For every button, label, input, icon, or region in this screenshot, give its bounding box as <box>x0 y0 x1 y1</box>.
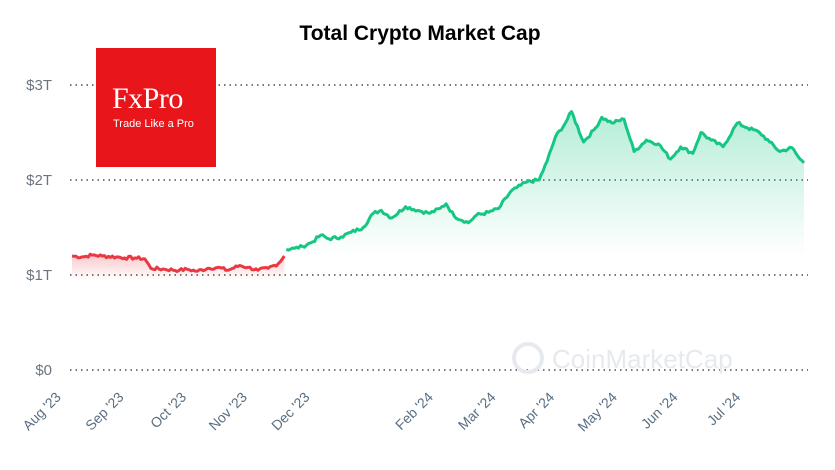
chart-title: Total Crypto Market Cap <box>299 22 541 45</box>
series-lines <box>71 110 806 273</box>
series-1-area <box>286 111 804 256</box>
grid <box>70 84 808 371</box>
coinmarketcap-logo-icon <box>512 342 544 374</box>
series-1-line <box>285 110 806 252</box>
x-tick-label: Sep '23 <box>82 389 127 434</box>
logo-word: FxPro <box>112 82 183 115</box>
fxpro-logo: FxPro Trade Like a Pro <box>96 48 216 167</box>
y-tick-label: $1T <box>26 267 52 284</box>
y-tick-label: $0 <box>35 362 52 379</box>
x-tick-label: Aug '23 <box>19 389 64 434</box>
y-axis: $0 $1T $2T $3T <box>26 77 52 379</box>
x-tick-label: Apr '24 <box>515 389 558 432</box>
x-tick-label: Nov '23 <box>205 389 250 434</box>
watermark-text: CoinMarketCap <box>552 344 733 374</box>
x-tick-label: May '24 <box>574 389 620 435</box>
x-tick-label: Mar '24 <box>455 389 499 433</box>
watermark: CoinMarketCap <box>512 342 733 374</box>
x-tick-label: Feb '24 <box>392 389 436 433</box>
x-tick-label: Oct '23 <box>147 389 190 432</box>
logo-tagline: Trade Like a Pro <box>113 118 194 130</box>
x-tick-label: Jun '24 <box>638 389 681 432</box>
y-tick-label: $2T <box>26 172 52 189</box>
x-tick-label: Dec '23 <box>268 389 313 434</box>
x-tick-label: Jul '24 <box>704 389 744 429</box>
series-0-line <box>71 252 286 273</box>
area-fills <box>72 111 804 280</box>
y-tick-label: $3T <box>26 77 52 94</box>
series-0-area <box>72 254 285 280</box>
